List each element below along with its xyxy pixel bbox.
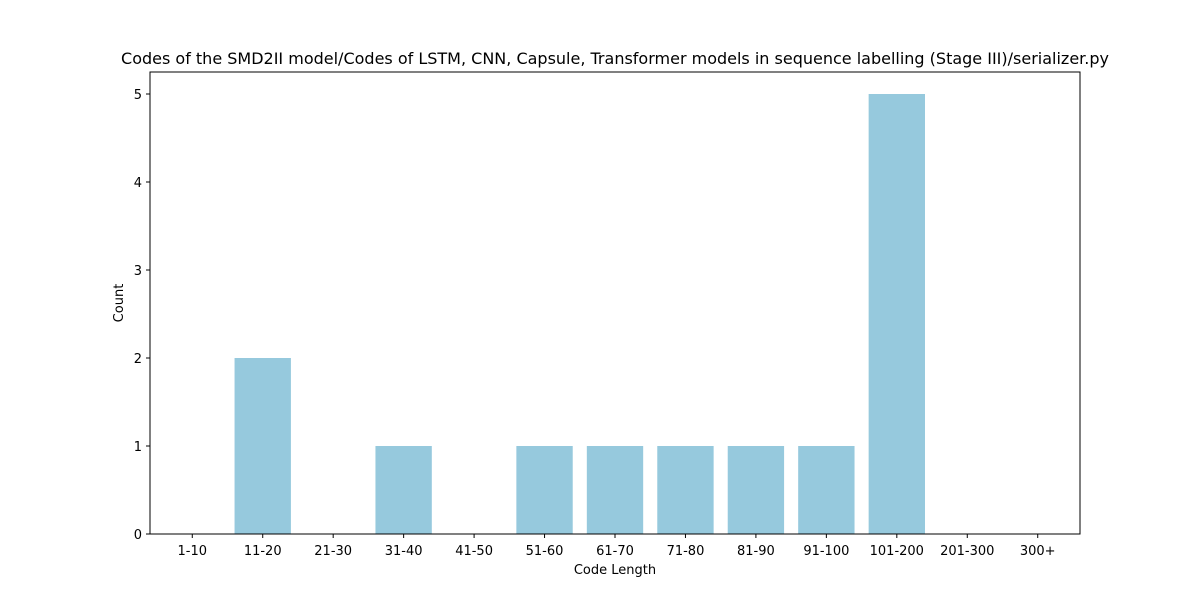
y-tick-label: 1 [134,440,142,455]
bar-61-70 [586,446,644,534]
x-tick-label: 101-200 [870,544,924,559]
bars-group [234,94,925,534]
x-tick-label: 61-70 [596,544,634,559]
x-axis-label: Code Length [574,563,656,578]
x-tick-label: 201-300 [940,544,994,559]
y-tick-label: 2 [134,352,142,367]
x-tick-label: 31-40 [385,544,423,559]
x-tick-label: 300+ [1020,544,1056,559]
bar-81-90 [727,446,785,534]
y-tick-label: 4 [134,176,142,191]
x-tick-label: 81-90 [737,544,775,559]
x-tick-label: 21-30 [314,544,352,559]
y-axis-label: Count [112,284,127,323]
x-tick-label: 51-60 [526,544,564,559]
bar-71-80 [657,446,714,534]
x-tick-label: 91-100 [803,544,849,559]
x-tick-label: 71-80 [667,544,705,559]
x-axis: 1-10 11-20 21-30 31-40 41-50 51-60 61-70 71-80 8… [178,534,1056,559]
bar-101-200 [868,94,925,534]
bar-11-20 [234,358,291,534]
x-tick-label: 1-10 [178,544,208,559]
x-tick-label: 11-20 [244,544,282,559]
y-tick-label: 5 [134,88,142,103]
chart-title: Codes of the SMD2II model/Codes of LSTM,… [121,49,1109,68]
x-tick-label: 41-50 [455,544,493,559]
bar-51-60 [516,446,573,534]
bar-91-100 [798,446,855,534]
y-tick-label: 0 [134,528,142,543]
y-tick-label: 3 [134,264,142,279]
bar-31-40 [375,446,432,534]
y-axis: 0 1 2 3 4 5 [134,88,150,543]
plot-frame [149,71,1081,535]
